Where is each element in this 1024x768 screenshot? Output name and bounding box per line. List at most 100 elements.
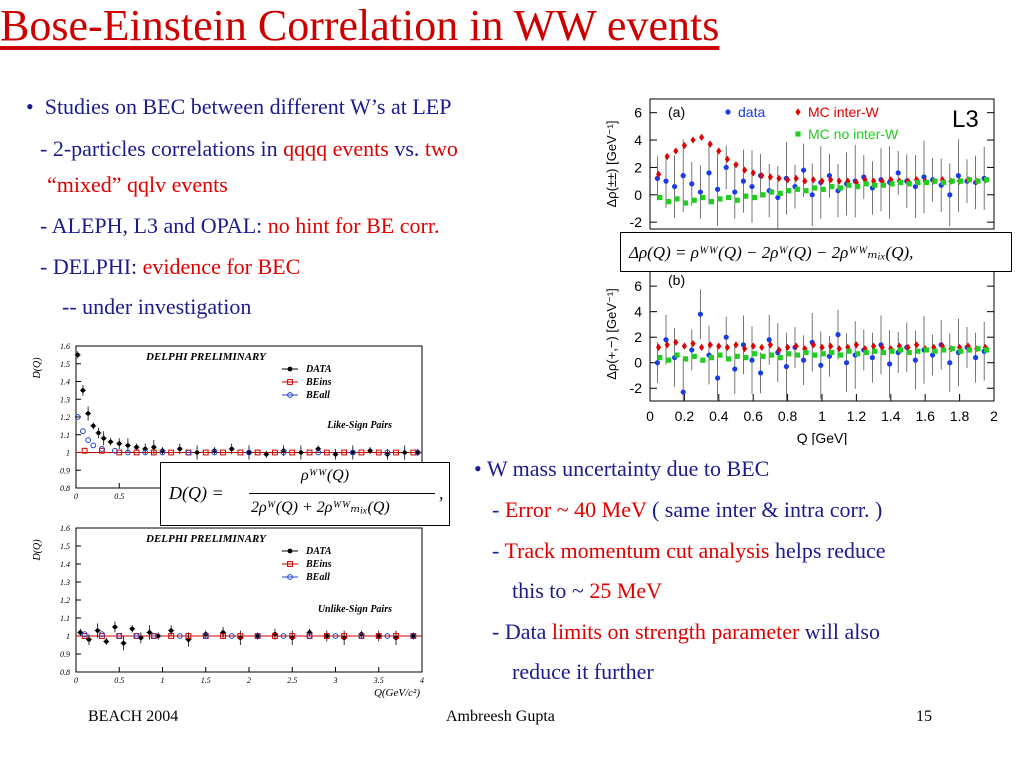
data-point-mc-no-inter-w	[984, 177, 990, 183]
data-point-beins	[393, 449, 399, 456]
chart-title: DELPHI PRELIMINARY	[145, 533, 267, 545]
data-point-mc-inter-w	[888, 176, 894, 184]
data-point-beall	[99, 631, 105, 638]
right-line-3: - Track momentum cut analysis helps redu…	[492, 538, 886, 564]
data-point-beall	[332, 633, 339, 639]
data-point-beins	[375, 633, 382, 639]
l3-formula-box: Δρ(Q) = ρᵂᵂ(Q) − 2ρᵂ(Q) − 2ρᵂᵂₘᵢₓ(Q),	[620, 232, 1012, 272]
right-line-3b: Track momentum cut analysis	[504, 538, 770, 563]
data-point-data	[91, 423, 96, 429]
data-point-data	[402, 450, 407, 455]
data-point-data	[689, 347, 695, 353]
data-point-mc-no-inter-w	[657, 194, 663, 201]
data-point-beall	[202, 633, 209, 639]
data-point-mc-no-inter-w	[769, 352, 775, 358]
x-tick-label: 1	[161, 676, 165, 685]
data-point-data	[95, 628, 100, 633]
data-point-beins	[99, 633, 105, 639]
data-point-mc-no-inter-w	[674, 196, 680, 202]
data-point-mc-inter-w	[836, 345, 842, 353]
data-point-data	[775, 194, 781, 201]
data-point-mc-no-inter-w	[708, 199, 714, 205]
legend-label: data	[738, 104, 765, 120]
data-point-mc-no-inter-w	[975, 346, 981, 352]
right-line-5c: will also	[799, 619, 880, 644]
data-point-data	[138, 635, 144, 640]
data-point-beall	[211, 449, 218, 456]
data-point-data	[740, 178, 746, 184]
data-point-mc-inter-w	[819, 177, 825, 185]
fraction-bar	[249, 493, 435, 494]
y-tick-label: 6	[634, 278, 642, 294]
data-point-beall	[349, 449, 356, 456]
right-bullet-line-1: • W mass uncertainty due to BEC	[474, 456, 769, 482]
left-line-2b: qqqq events	[283, 136, 389, 161]
left-line-6: -- under investigation	[62, 294, 252, 319]
x-tick-label: 0.5	[114, 676, 124, 685]
x-tick-label: 3	[333, 676, 338, 685]
data-point-beins	[81, 447, 88, 454]
panel-label: (a)	[668, 104, 685, 120]
data-point-beall	[116, 633, 123, 639]
data-point-mc-no-inter-w	[863, 181, 869, 187]
footer-conference: BEACH 2004	[88, 708, 179, 725]
data-point-mc-no-inter-w	[872, 348, 878, 354]
data-point-data	[912, 183, 918, 190]
footer-page-number: 15	[916, 708, 932, 725]
right-line-2b: Error ~ 40 MeV	[504, 497, 647, 522]
data-point-data	[121, 641, 126, 646]
y-tick-label: 1.2	[60, 413, 70, 422]
legend-marker	[795, 108, 801, 116]
data-point-data	[680, 173, 686, 179]
data-point-data	[264, 452, 269, 457]
y-tick-label: 1.5	[60, 360, 70, 369]
chart-subtitle: Unlike-Sign Pairs	[318, 604, 392, 615]
y-tick-label: 1	[66, 632, 70, 641]
data-point-data	[783, 363, 789, 370]
data-point-mc-inter-w	[759, 343, 765, 351]
data-point-mc-inter-w	[716, 342, 722, 350]
data-point-mc-no-inter-w	[683, 356, 689, 362]
data-point-beins	[306, 449, 313, 456]
left-line-1-text: Studies on BEC between different W’s at …	[44, 94, 452, 119]
data-point-mc-inter-w	[819, 343, 825, 351]
plot-frame	[649, 98, 995, 230]
bullet-dot: •	[26, 94, 34, 119]
data-point-beins	[168, 633, 175, 639]
data-point-data	[801, 167, 807, 173]
left-line-2a: - 2-particles correlations in	[40, 136, 284, 161]
data-point-mc-no-inter-w	[760, 192, 766, 198]
data-point-mc-no-inter-w	[923, 179, 929, 186]
data-point-mc-no-inter-w	[665, 357, 671, 363]
y-axis-label: Δρ(+,−) [GeV⁻¹]	[604, 288, 619, 380]
data-point-mc-inter-w	[776, 346, 782, 354]
data-point-data	[895, 170, 901, 176]
left-line-5: - DELPHI: evidence for BEC	[40, 254, 300, 280]
data-point-beall	[410, 633, 417, 639]
data-point-beall	[133, 633, 140, 639]
data-point-mc-inter-w	[673, 147, 679, 155]
data-point-beall	[306, 633, 313, 639]
legend-label: DATA	[305, 546, 332, 557]
data-point-mc-inter-w	[724, 343, 730, 351]
left-line-2: - 2-particles correlations in qqqq event…	[40, 136, 458, 162]
data-point-mc-inter-w	[939, 342, 945, 350]
legend-marker	[287, 574, 293, 580]
data-point-mc-inter-w	[707, 140, 713, 148]
data-point-mc-inter-w	[681, 342, 687, 350]
x-tick-label: 3.5	[373, 676, 384, 685]
left-line-2d: two	[424, 136, 458, 161]
data-point-mc-no-inter-w	[984, 347, 990, 353]
legend-marker	[287, 548, 293, 554]
data-point-beall	[228, 633, 235, 639]
right-line-4: this to ~ 25 MeV	[512, 578, 662, 604]
data-point-data	[350, 450, 355, 455]
data-point-mc-inter-w	[699, 343, 705, 351]
data-point-mc-no-inter-w	[786, 188, 792, 194]
legend-label: MC inter-W	[808, 104, 880, 120]
data-point-mc-no-inter-w	[708, 355, 714, 361]
data-point-data	[112, 624, 118, 630]
data-point-data	[281, 448, 286, 453]
